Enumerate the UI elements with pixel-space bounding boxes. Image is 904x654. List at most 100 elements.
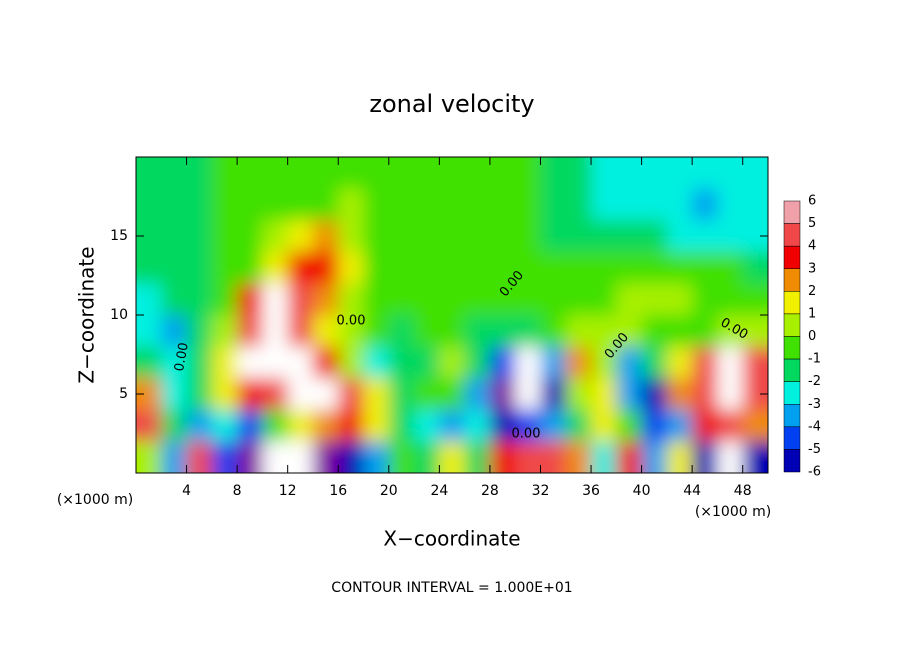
cell — [464, 188, 491, 221]
cell — [540, 441, 567, 473]
cell — [742, 409, 768, 442]
cell — [540, 157, 567, 190]
cell — [262, 251, 289, 284]
cell — [489, 157, 516, 190]
cell — [692, 251, 718, 284]
cell — [186, 188, 213, 221]
cell — [237, 378, 263, 411]
x-tick-label: 44 — [683, 483, 701, 499]
cell — [489, 315, 516, 348]
cell — [262, 283, 289, 316]
cell — [439, 157, 466, 190]
cell — [312, 188, 339, 221]
colorbar-swatch — [783, 426, 801, 450]
cell — [211, 283, 238, 316]
cell — [186, 409, 213, 442]
cell — [565, 283, 592, 316]
cell — [414, 157, 440, 190]
cell — [591, 315, 617, 348]
cell — [666, 441, 693, 473]
cell — [363, 188, 390, 221]
cell — [565, 157, 592, 190]
cell — [287, 157, 314, 190]
cell — [186, 251, 213, 284]
cell — [616, 220, 643, 253]
x-tick-label: 8 — [233, 483, 242, 499]
x-tick-label: 36 — [582, 483, 600, 499]
x-tick-label: 48 — [734, 483, 752, 499]
annotation: CONTOUR INTERVAL = 1.000E+01 — [331, 580, 572, 596]
colorbar-swatch — [783, 381, 801, 405]
cell — [211, 346, 238, 379]
cell — [262, 441, 289, 473]
cell — [136, 251, 162, 284]
cell — [388, 220, 415, 253]
cell — [666, 409, 693, 442]
cell — [616, 251, 643, 284]
cell — [641, 441, 668, 473]
cell — [540, 378, 567, 411]
cell — [565, 220, 592, 253]
colorbar-swatch — [783, 268, 801, 292]
cell — [161, 251, 188, 284]
cell — [565, 441, 592, 473]
cell — [262, 346, 289, 379]
cell — [692, 188, 718, 221]
cell — [540, 346, 567, 379]
cell — [388, 409, 415, 442]
cell — [742, 315, 768, 348]
cell — [414, 441, 440, 473]
cell — [211, 378, 238, 411]
cell — [540, 283, 567, 316]
colorbar-label: 5 — [808, 216, 816, 231]
cell — [565, 188, 592, 221]
cell — [692, 283, 718, 316]
cell — [515, 441, 541, 473]
cell — [717, 378, 744, 411]
cell — [211, 409, 238, 442]
cell — [641, 315, 668, 348]
x-tick-label: 24 — [430, 483, 448, 499]
cell — [388, 346, 415, 379]
cell — [641, 220, 668, 253]
cell — [515, 315, 541, 348]
cell — [262, 315, 289, 348]
cells — [136, 157, 768, 473]
cell — [464, 157, 491, 190]
cell — [439, 346, 466, 379]
cell — [742, 188, 768, 221]
cell — [388, 315, 415, 348]
cell — [641, 188, 668, 221]
cell — [312, 378, 339, 411]
cell — [363, 346, 390, 379]
cell — [136, 188, 162, 221]
colorbar-label: 2 — [808, 284, 816, 299]
cell — [742, 157, 768, 190]
colorbar-label: 1 — [808, 306, 816, 321]
cell — [186, 220, 213, 253]
cell — [515, 251, 541, 284]
cell — [161, 188, 188, 221]
cell — [591, 188, 617, 221]
cell — [388, 188, 415, 221]
cell — [666, 251, 693, 284]
cell — [287, 441, 314, 473]
cell — [237, 409, 263, 442]
cell — [161, 346, 188, 379]
cell — [666, 188, 693, 221]
cell — [237, 346, 263, 379]
cell — [388, 157, 415, 190]
cell — [591, 378, 617, 411]
cell — [338, 251, 365, 284]
cell — [287, 283, 314, 316]
colorbar-label: -4 — [808, 419, 821, 434]
cell — [742, 346, 768, 379]
cell — [717, 346, 744, 379]
cell — [692, 378, 718, 411]
cell — [641, 346, 668, 379]
cell — [717, 188, 744, 221]
cell — [338, 441, 365, 473]
cell — [439, 283, 466, 316]
field — [136, 157, 768, 473]
